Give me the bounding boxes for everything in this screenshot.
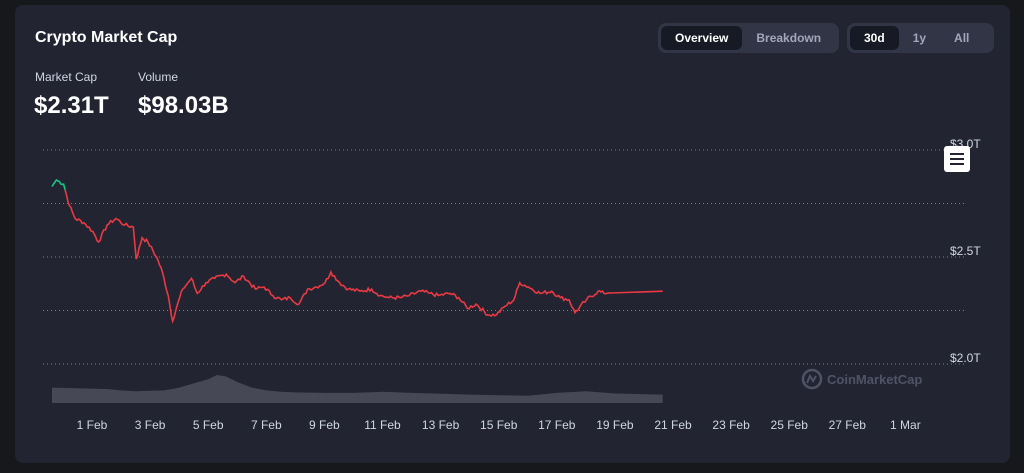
x-tick-label: 13 Feb xyxy=(422,418,460,432)
grid-lines xyxy=(43,149,964,365)
x-tick-label: 3 Feb xyxy=(135,418,166,432)
x-tick-label: 9 Feb xyxy=(309,418,340,432)
watermark-text: CoinMarketCap xyxy=(827,372,922,387)
breakdown-tab[interactable]: Breakdown xyxy=(756,31,822,45)
range-toggle: 30d 1y All xyxy=(847,23,994,53)
market-cap-card: Crypto Market Cap Market Cap Volume $2.3… xyxy=(15,5,1010,463)
view-toggle: Overview Breakdown xyxy=(658,23,839,53)
price-line-up-segment xyxy=(51,178,66,191)
coinmarketcap-logo-icon xyxy=(801,368,823,390)
volume-value: $98.03B xyxy=(138,92,229,119)
chart-menu-button[interactable] xyxy=(944,146,970,172)
market-cap-label: Market Cap xyxy=(35,70,98,84)
x-tick-label: 19 Feb xyxy=(596,418,634,432)
range-30d-tab[interactable]: 30d xyxy=(850,26,899,50)
card-title: Crypto Market Cap xyxy=(35,29,178,46)
x-tick-label: 27 Feb xyxy=(829,418,867,432)
volume-area-layer xyxy=(52,375,663,403)
x-tick-label: 11 Feb xyxy=(364,418,401,432)
price-line xyxy=(64,189,663,324)
x-tick-label: 17 Feb xyxy=(538,418,576,432)
x-tick-label: 25 Feb xyxy=(771,418,809,432)
x-axis-ticks: 1 Feb 3 Feb 5 Feb 7 Feb 9 Feb 11 Feb 13 Feb 15 … xyxy=(77,418,921,432)
x-tick-label: 1 Mar xyxy=(890,418,921,432)
range-all-tab[interactable]: All xyxy=(954,31,970,45)
x-tick-label: 5 Feb xyxy=(193,418,224,432)
x-tick-label: 21 Feb xyxy=(654,418,692,432)
price-line-layer xyxy=(51,178,663,324)
x-tick-label: 15 Feb xyxy=(480,418,518,432)
volume-area xyxy=(52,375,663,403)
x-tick-label: 1 Feb xyxy=(77,418,108,432)
watermark: CoinMarketCap xyxy=(801,368,922,390)
x-tick-label: 7 Feb xyxy=(251,418,282,432)
x-tick-label: 23 Feb xyxy=(712,418,750,432)
volume-label: Volume xyxy=(138,70,179,84)
market-cap-value: $2.31T xyxy=(34,92,109,119)
overview-tab[interactable]: Overview xyxy=(661,26,743,50)
y-tick-label: $2.0T xyxy=(950,351,981,365)
y-tick-label: $2.5T xyxy=(950,244,981,258)
range-1y-tab[interactable]: 1y xyxy=(912,31,927,45)
